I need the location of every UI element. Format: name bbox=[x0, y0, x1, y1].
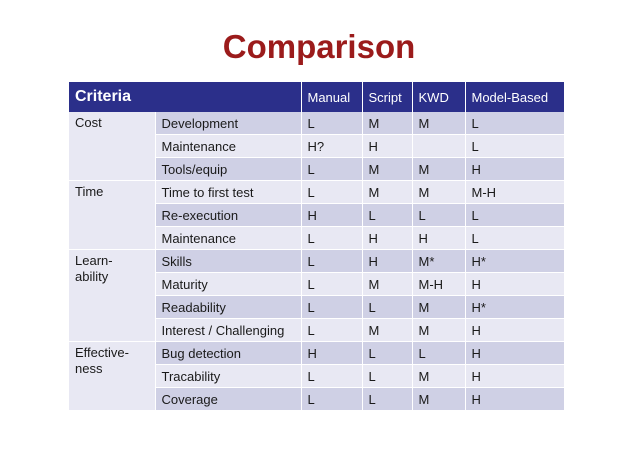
model-based-cell: H bbox=[465, 157, 564, 181]
manual-cell: L bbox=[301, 226, 363, 250]
script-cell: L bbox=[362, 341, 413, 365]
script-cell: L bbox=[362, 203, 413, 227]
kwd-cell: M-H bbox=[412, 272, 466, 296]
table-header-row: Criteria Manual Script KWD Model-Based bbox=[69, 82, 564, 112]
subcriterion-cell: Readability bbox=[155, 295, 302, 319]
table-row: Effective-ness Bug detection H L L H bbox=[69, 341, 564, 411]
table-row: Tracability L L M H bbox=[69, 364, 564, 388]
kwd-cell bbox=[412, 134, 466, 158]
subcriterion-cell: Maintenance bbox=[155, 226, 302, 250]
kwd-cell: M bbox=[412, 387, 466, 411]
table-row: Readability L L M H* bbox=[69, 295, 564, 319]
script-cell: M bbox=[362, 272, 413, 296]
script-cell: L bbox=[362, 364, 413, 388]
subcriterion-cell: Tools/equip bbox=[155, 157, 302, 181]
model-based-cell: H bbox=[465, 272, 564, 296]
kwd-cell: M bbox=[412, 318, 466, 342]
kwd-cell: L bbox=[412, 341, 466, 365]
comparison-table: Criteria Manual Script KWD Model-Based C… bbox=[69, 82, 564, 411]
subcriterion-cell: Bug detection bbox=[155, 341, 302, 365]
model-based-cell: H bbox=[465, 318, 564, 342]
group-label-cell: Time bbox=[69, 180, 156, 250]
group-label-line: Effective- bbox=[75, 345, 129, 360]
table-row: Cost Development L M M L bbox=[69, 112, 564, 181]
table-row: Maintenance L H H L bbox=[69, 226, 564, 250]
table-row: Re-execution H L L L bbox=[69, 203, 564, 227]
manual-cell: L bbox=[301, 112, 363, 135]
script-cell: M bbox=[362, 318, 413, 342]
kwd-cell: M bbox=[412, 295, 466, 319]
script-cell: M bbox=[362, 157, 413, 181]
model-based-cell: H bbox=[465, 364, 564, 388]
table-row: Interest / Challenging L M M H bbox=[69, 318, 564, 342]
model-based-cell: H* bbox=[465, 295, 564, 319]
kwd-cell: L bbox=[412, 203, 466, 227]
subcriterion-cell: Tracability bbox=[155, 364, 302, 388]
group-label-cell: Effective-ness bbox=[69, 341, 156, 411]
table-row: Tools/equip L M M H bbox=[69, 157, 564, 181]
header-criteria: Criteria bbox=[69, 82, 302, 112]
subcriterion-cell: Coverage bbox=[155, 387, 302, 411]
model-based-cell: H* bbox=[465, 249, 564, 273]
manual-cell: L bbox=[301, 318, 363, 342]
kwd-cell: M* bbox=[412, 249, 466, 273]
table-row: Maturity L M M-H H bbox=[69, 272, 564, 296]
manual-cell: L bbox=[301, 249, 363, 273]
script-cell: L bbox=[362, 387, 413, 411]
kwd-cell: M bbox=[412, 157, 466, 181]
header-model-based: Model-Based bbox=[465, 82, 564, 112]
group-label-line: ness bbox=[75, 361, 103, 376]
manual-cell: L bbox=[301, 157, 363, 181]
model-based-cell: H bbox=[465, 387, 564, 411]
group-label-line: Learn- bbox=[75, 253, 113, 268]
script-cell: M bbox=[362, 112, 413, 135]
script-cell: H bbox=[362, 226, 413, 250]
table-row: Coverage L L M H bbox=[69, 387, 564, 411]
header-manual: Manual bbox=[301, 82, 363, 112]
model-based-cell: M-H bbox=[465, 180, 564, 204]
model-based-cell: H bbox=[465, 341, 564, 365]
table-row: Time Time to first test L M M M-H bbox=[69, 180, 564, 250]
manual-cell: H bbox=[301, 203, 363, 227]
header-kwd: KWD bbox=[412, 82, 466, 112]
manual-cell: H? bbox=[301, 134, 363, 158]
subcriterion-cell: Maintenance bbox=[155, 134, 302, 158]
group-label-line: Time bbox=[75, 184, 104, 199]
manual-cell: L bbox=[301, 180, 363, 204]
slide-title: Comparison bbox=[222, 28, 416, 65]
script-cell: H bbox=[362, 134, 413, 158]
subcriterion-cell: Re-execution bbox=[155, 203, 302, 227]
group-label-line: ability bbox=[75, 269, 109, 284]
manual-cell: H bbox=[301, 341, 363, 365]
kwd-cell: M bbox=[412, 112, 466, 135]
model-based-cell: L bbox=[465, 112, 564, 135]
script-cell: M bbox=[362, 180, 413, 204]
script-cell: L bbox=[362, 295, 413, 319]
manual-cell: L bbox=[301, 295, 363, 319]
subcriterion-cell: Maturity bbox=[155, 272, 302, 296]
subcriterion-cell: Interest / Challenging bbox=[155, 318, 302, 342]
model-based-cell: L bbox=[465, 134, 564, 158]
header-script: Script bbox=[362, 82, 413, 112]
manual-cell: L bbox=[301, 387, 363, 411]
table-row: Maintenance H? H L bbox=[69, 134, 564, 158]
group-label-cell: Learn-ability bbox=[69, 249, 156, 342]
group-label-cell: Cost bbox=[69, 112, 156, 181]
group-label-line: Cost bbox=[75, 115, 102, 130]
subcriterion-cell: Time to first test bbox=[155, 180, 302, 204]
script-cell: H bbox=[362, 249, 413, 273]
model-based-cell: L bbox=[465, 226, 564, 250]
table-body: Cost Development L M M L Maintenance H? H L Tools/… bbox=[69, 112, 564, 411]
kwd-cell: M bbox=[412, 364, 466, 388]
subcriterion-cell: Skills bbox=[155, 249, 302, 273]
subcriterion-cell: Development bbox=[155, 112, 302, 135]
table-row: Learn-ability Skills L H M* H* bbox=[69, 249, 564, 342]
kwd-cell: H bbox=[412, 226, 466, 250]
manual-cell: L bbox=[301, 364, 363, 388]
manual-cell: L bbox=[301, 272, 363, 296]
model-based-cell: L bbox=[465, 203, 564, 227]
kwd-cell: M bbox=[412, 180, 466, 204]
